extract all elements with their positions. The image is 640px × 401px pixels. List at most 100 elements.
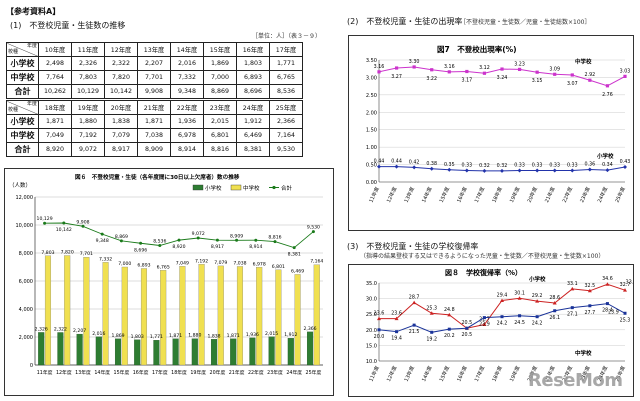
chart6-bar-elementary	[306, 331, 314, 366]
table-row: 中学校 7,049 7,192 7,079 7,038 6,978 6,801 6,469 7,…	[6, 128, 303, 143]
chart7-data-label: 0.35	[444, 162, 455, 168]
section3-title: (3) 不登校児童・生徒の学校復帰率	[347, 242, 479, 251]
chart7-frame: 図7 不登校出現率(%) 0.00 0.50 1.00 1.50 2.00 2.50 3.00…	[348, 35, 634, 231]
chart8-data-label: 29.2	[532, 293, 543, 299]
table-a-year-header: 14年度	[170, 42, 204, 57]
chart8-ytick-label: 25.0	[366, 312, 377, 318]
chart6-point-total	[311, 230, 315, 234]
chart6-data-label-junior: 7,820	[61, 250, 74, 256]
chart8-data-label: 25.3	[620, 317, 631, 323]
chart6-data-label-total: 8,536	[153, 238, 166, 244]
table-cell: 1,869	[203, 56, 237, 71]
chart6-bar-junior	[121, 266, 128, 366]
table-cell: 2,322	[104, 56, 138, 71]
table-cell: 9,530	[269, 142, 303, 157]
chart8-data-label: 24.2	[497, 321, 508, 327]
row-label: 中学校	[6, 70, 39, 85]
chart7-data-label: 3.24	[497, 75, 508, 81]
chart7-xtick-label: 23年度	[578, 186, 591, 204]
chart7-data-label: 3.15	[532, 78, 543, 84]
table-cell: 1,880	[71, 114, 105, 129]
chart8-data-label: 28.4	[602, 308, 613, 314]
chart6-xtick-label: 20年度	[210, 369, 226, 376]
header-label: 【参考資料A】	[6, 7, 61, 16]
chart7-point-junior	[535, 70, 539, 74]
chart8-xtick-label: 19年度	[508, 365, 521, 383]
chart6-xtick-label: 24年度	[286, 369, 302, 376]
chart6-xtick-label: 14年度	[94, 369, 110, 376]
chart7-xtick-label: 25年度	[614, 186, 627, 204]
chart6-data-label-elementary: 2,015	[265, 331, 278, 337]
chart6-bar-junior	[198, 264, 205, 366]
chart6-data-label-elementary: 1,771	[150, 334, 163, 340]
chart6-legend-marker	[272, 185, 276, 190]
chart7-data-label: 3.16	[374, 64, 385, 70]
chart7-data-label: 3.27	[391, 74, 402, 80]
chart8-data-label: 24.5	[514, 320, 525, 326]
chart6-bar-junior	[236, 266, 244, 366]
chart7-data-label: 3.23	[514, 61, 525, 67]
chart8-data-label: 23.6	[391, 311, 402, 317]
chart6-data-label-elementary: 2,322	[54, 326, 67, 332]
table-a-year-header: 11年度	[71, 42, 105, 57]
chart6-data-label-elementary: 1,869	[111, 333, 124, 339]
chart7-title: 図7 不登校出現率(%)	[437, 44, 517, 54]
chart8-data-label: 21.7	[479, 316, 490, 322]
table-b-year-header: 24年度	[236, 100, 270, 115]
table-cell: 1,871	[137, 114, 171, 129]
chart8-data-label: 24.8	[444, 307, 455, 313]
table-cell: 1,838	[104, 114, 138, 129]
chart7-data-label: 0.34	[602, 162, 613, 168]
chart6-xtick-label: 21年度	[229, 369, 245, 376]
chart8-data-label: 20.0	[374, 334, 385, 340]
table-a-year-header: 16年度	[236, 42, 270, 57]
chart7-point-elementary	[535, 168, 540, 173]
table-cell: 8,909	[137, 142, 171, 157]
table-cell: 1,771	[269, 56, 303, 71]
chart6-data-label-junior: 6,469	[291, 268, 304, 274]
chart6-data-label-junior: 7,049	[176, 260, 189, 266]
chart6-bar-elementary	[57, 332, 64, 366]
chart6-data-label-elementary: 2,207	[73, 328, 86, 334]
chart6-xtick-label: 11年度	[37, 369, 53, 376]
chart6-bar-junior	[44, 255, 52, 366]
chart6-legend-swatch	[230, 184, 242, 191]
chart6-data-label-elementary: 2,326	[35, 326, 48, 332]
chart8-data-label: 20.5	[462, 332, 473, 338]
table-cell: 8,816	[203, 142, 237, 157]
chart7-xtick-label: 18年度	[491, 186, 504, 204]
table-cell: 10,262	[38, 84, 72, 99]
chart8-point-junior	[605, 302, 609, 306]
chart7-ytick-label: 1.00	[366, 145, 377, 151]
section1-unit-note: ［単位：人］（表３－９）	[252, 33, 322, 40]
chart6-point-total	[43, 221, 47, 225]
chart8-point-elementary	[412, 300, 417, 305]
chart6-data-label-junior: 7,164	[310, 259, 323, 265]
chart7-data-label: 0.44	[391, 159, 402, 165]
chart6-data-label-total: 9,530	[307, 225, 320, 231]
section2-note: ［不登校児童・生徒数／児童・生徒総数×100］	[460, 19, 591, 26]
chart6-point-total	[100, 232, 104, 236]
chart8-data-label: 34.6	[602, 276, 613, 282]
chart8-point-elementary	[587, 288, 592, 293]
chart6-data-label-junior: 7,803	[41, 250, 54, 256]
chart8-xtick-label: 12年度	[385, 365, 398, 383]
chart8-data-label: 30.1	[514, 290, 525, 296]
table-cell: 7,803	[71, 70, 105, 85]
table-cell: 7,701	[137, 70, 171, 85]
chart7-plot-area	[379, 60, 625, 182]
row-label: 小学校	[6, 114, 39, 129]
chart8-point-junior	[623, 311, 627, 315]
chart8-xtick-label: 11年度	[368, 365, 381, 383]
chart6-data-label-elementary: 1,803	[131, 334, 144, 340]
table-cell: 7,192	[71, 128, 105, 143]
chart8-point-elementary	[377, 316, 381, 321]
chart7-point-junior	[553, 72, 557, 76]
table-cell: 8,920	[38, 142, 72, 157]
chart7-point-elementary	[394, 164, 399, 169]
chart6-legend-label: 合計	[281, 184, 293, 192]
table-cell: 2,207	[137, 56, 171, 71]
table-b-year-header: 21年度	[137, 100, 171, 115]
table-cell: 7,332	[170, 70, 204, 85]
table-row: 合計 8,920 9,072 8,917 8,909 8,914 8,816 8,381 9,5…	[6, 142, 303, 157]
